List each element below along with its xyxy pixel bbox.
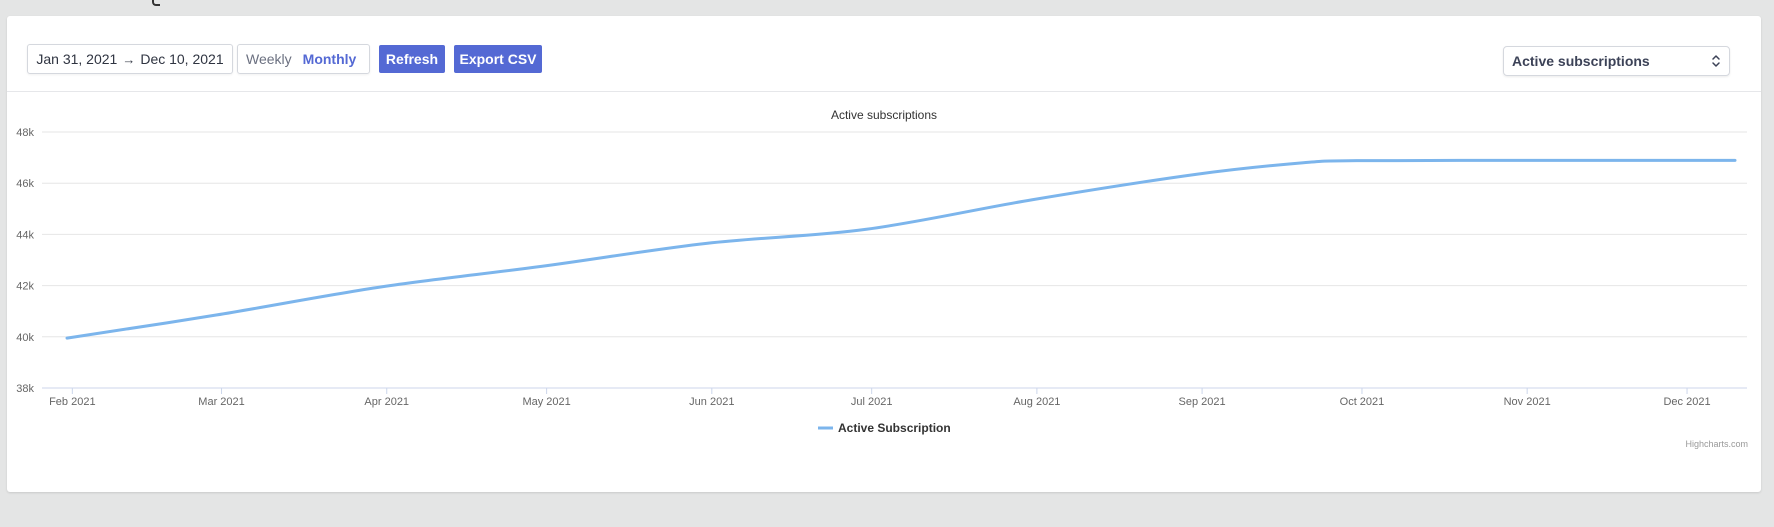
x-tick-label: Aug 2021 xyxy=(1013,396,1060,408)
y-tick-label: 38k xyxy=(16,383,34,395)
date-range-picker[interactable]: Jan 31, 2021 → Dec 10, 2021 xyxy=(27,44,233,74)
date-range-end: Dec 10, 2021 xyxy=(140,51,224,67)
chevron-up-down-icon xyxy=(1712,55,1720,67)
arrow-right-icon: → xyxy=(122,51,136,67)
x-tick-label: Sep 2021 xyxy=(1179,396,1226,408)
x-tick-label: Jul 2021 xyxy=(851,396,893,408)
y-tick-label: 48k xyxy=(16,127,34,139)
x-tick-label: Feb 2021 xyxy=(49,396,95,408)
series-line-active-subscription[interactable] xyxy=(65,158,1737,340)
y-tick-label: 46k xyxy=(16,178,34,190)
export-csv-button[interactable]: Export CSV xyxy=(454,45,542,73)
line-chart: Active subscriptions 38k40k42k44k46k48k … xyxy=(16,108,1748,449)
refresh-button[interactable]: Refresh xyxy=(379,45,445,73)
chart-card: Jan 31, 2021 → Dec 10, 2021 Weekly Month… xyxy=(7,16,1761,492)
chart-credits[interactable]: Highcharts.com xyxy=(1685,439,1748,449)
x-tick-label: May 2021 xyxy=(522,396,570,408)
chart-toolbar: Jan 31, 2021 → Dec 10, 2021 Weekly Month… xyxy=(7,16,1761,92)
chart-area: Active subscriptions 38k 40k 42k 44k 46k 48k … xyxy=(7,92,1761,492)
date-range-start: Jan 31, 2021 xyxy=(36,51,118,67)
legend-series-label: Active Subscription xyxy=(838,421,951,435)
x-tick-label: Oct 2021 xyxy=(1340,396,1385,408)
chart-legend[interactable]: Active Subscription xyxy=(818,421,951,435)
page-title-fragment xyxy=(152,0,160,6)
interval-toggle: Weekly Monthly xyxy=(237,44,370,74)
x-tick-label: Mar 2021 xyxy=(198,396,244,408)
metric-select[interactable]: Active subscriptions xyxy=(1503,46,1730,76)
x-tick-label: Nov 2021 xyxy=(1504,396,1551,408)
y-tick-label: 42k xyxy=(16,281,34,293)
interval-monthly-option[interactable]: Monthly xyxy=(302,51,357,67)
chart-title: Active subscriptions xyxy=(831,108,937,122)
y-tick-label: 44k xyxy=(16,229,34,241)
x-tick-label: Dec 2021 xyxy=(1663,396,1710,408)
x-tick-label: Apr 2021 xyxy=(364,396,409,408)
metric-select-value: Active subscriptions xyxy=(1512,53,1650,69)
interval-weekly-option[interactable]: Weekly xyxy=(246,51,292,67)
x-tick-label: Jun 2021 xyxy=(689,396,734,408)
y-tick-label: 40k xyxy=(16,332,34,344)
page-header-sliver xyxy=(0,0,1774,16)
